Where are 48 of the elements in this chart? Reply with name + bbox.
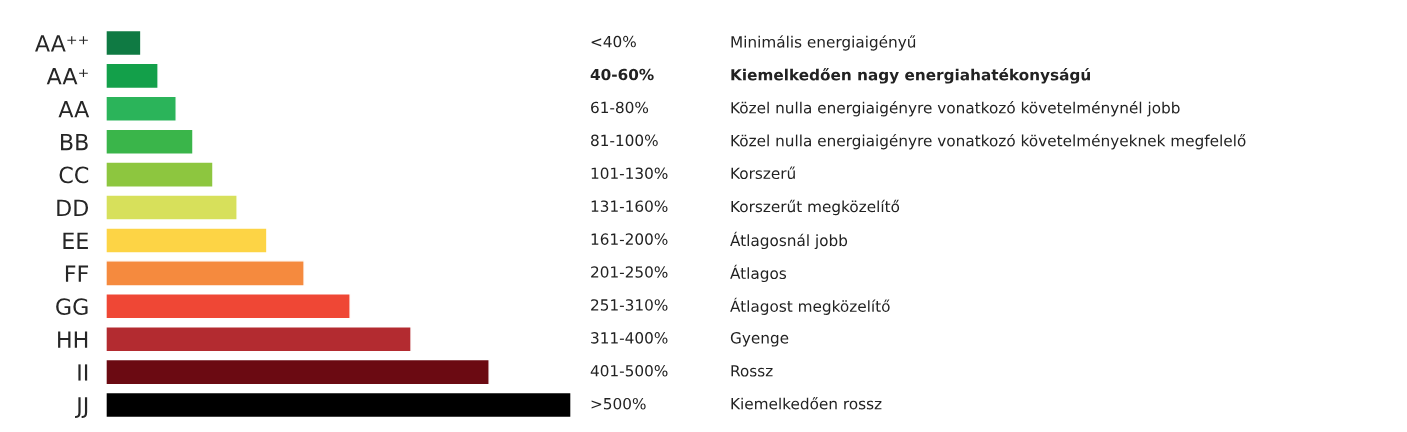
bar	[106, 391, 571, 419]
text: 311-400%	[591, 332, 668, 344]
y-tick-label: EE	[63, 232, 88, 249]
text: Rossz	[731, 365, 773, 377]
y-tick-label: JJ	[75, 397, 88, 418]
bar	[106, 260, 305, 287]
text: Kiemelkedően nagy energiahatékonyságú	[731, 68, 1090, 84]
bar	[106, 293, 351, 320]
text: 40-60%	[590, 68, 654, 81]
y-tick-label: AA	[58, 101, 90, 118]
y-tick-label: BB	[61, 133, 88, 151]
y-tick-label: AA⁺	[46, 68, 88, 85]
text: Kiemelkedően rossz	[731, 397, 882, 410]
text: 251-310%	[591, 299, 668, 311]
text: Korszerű	[731, 166, 795, 180]
text: 401-500%	[590, 365, 668, 377]
y-tick-label: HH	[58, 331, 88, 348]
text: >500%	[591, 397, 646, 410]
bar	[106, 358, 490, 386]
y-tick-label: II	[78, 364, 88, 381]
text: Átlagos	[730, 264, 787, 283]
text: 131-160%	[591, 200, 668, 212]
text: 201-250%	[591, 266, 668, 278]
text: Korszerűt megközelítő	[731, 199, 900, 216]
y-tick-label: AA⁺⁺	[35, 35, 88, 52]
text: Közel nulla energiaigényre vonatkozó követelményeknek megfelelő	[731, 134, 1246, 150]
text: Átlagost megközelítő	[730, 297, 890, 315]
text: 81-100%	[591, 134, 658, 147]
text: 161-200%	[591, 233, 668, 245]
text: Minimális energiaigényű	[731, 35, 916, 51]
y-tick-label: GG	[56, 298, 88, 316]
bar	[106, 161, 214, 188]
y-tick-label: FF	[65, 265, 89, 282]
y-tick-label: DD	[57, 199, 89, 216]
text: <40%	[591, 35, 636, 48]
bar	[106, 227, 268, 254]
bar	[106, 29, 142, 57]
text: 101-130%	[591, 167, 668, 180]
text: Közel nulla energiaigényre vonatkozó követelménynél jobb	[731, 101, 1180, 117]
bar	[106, 95, 177, 122]
text: 61-80%	[591, 101, 649, 114]
y-tick-label: CC	[59, 166, 89, 184]
bar	[106, 62, 159, 90]
text: Gyenge	[730, 332, 789, 347]
bar	[106, 128, 194, 155]
bar	[106, 326, 412, 353]
bar	[106, 194, 238, 221]
text: Átlagosnál jobb	[730, 231, 848, 250]
